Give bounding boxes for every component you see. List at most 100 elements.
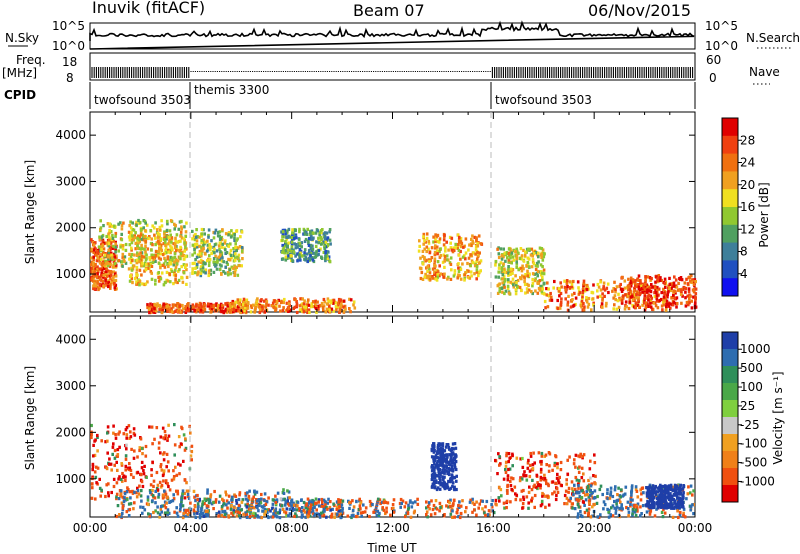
heatmap-cell	[497, 485, 501, 489]
heatmap-cell	[668, 282, 672, 286]
heatmap-cell	[500, 286, 504, 290]
heatmap-cell	[129, 274, 132, 278]
heatmap-cell	[181, 492, 184, 496]
heatmap-cell	[528, 247, 531, 251]
heatmap-cell	[231, 513, 235, 517]
heatmap-cell	[426, 504, 430, 509]
heatmap-cell	[537, 251, 540, 255]
heatmap-cell	[207, 501, 211, 505]
heatmap-cell	[323, 507, 326, 511]
heatmap-cell	[168, 488, 172, 492]
heatmap-cell	[124, 464, 128, 468]
heatmap-cell	[425, 249, 428, 254]
heatmap-cell	[301, 309, 304, 314]
heatmap-cell	[567, 490, 570, 494]
heatmap-cell	[458, 274, 461, 278]
heatmap-cell	[672, 293, 675, 297]
heatmap-cell	[290, 240, 294, 244]
heatmap-cell	[291, 506, 295, 510]
heatmap-cell	[515, 456, 519, 460]
heatmap-cell	[497, 496, 501, 500]
heatmap-cell	[589, 459, 592, 463]
heatmap-cell	[91, 486, 94, 490]
heatmap-cell	[170, 240, 173, 244]
heatmap-cell	[351, 499, 354, 503]
heatmap-cell	[114, 231, 118, 236]
heatmap-cell	[216, 306, 219, 310]
heatmap-cell	[233, 273, 236, 277]
heatmap-cell	[307, 513, 310, 517]
heatmap-cell	[541, 275, 544, 279]
heatmap-cell	[93, 246, 96, 250]
heatmap-cell	[648, 512, 652, 516]
heatmap-cell	[336, 304, 340, 308]
heatmap-cell	[105, 234, 108, 239]
heatmap-cell	[612, 287, 615, 291]
heatmap-cell	[124, 478, 127, 483]
heatmap-cell	[422, 242, 425, 246]
heatmap-cell	[322, 240, 325, 244]
heatmap-cell	[317, 498, 321, 502]
heatmap-cell	[111, 224, 114, 228]
heatmap-cell	[318, 512, 321, 517]
heatmap-cell	[452, 274, 456, 278]
heatmap-cell	[284, 511, 288, 515]
heatmap-cell	[279, 300, 283, 305]
heatmap-cell	[233, 256, 237, 260]
nave-tick-low: 0	[709, 71, 717, 85]
heatmap-cell	[320, 497, 324, 502]
heatmap-cell	[156, 302, 159, 306]
heatmap-cell	[467, 248, 470, 252]
heatmap-cell	[174, 265, 178, 270]
heatmap-cell	[326, 256, 329, 260]
heatmap-cell	[119, 492, 123, 496]
heatmap-cell	[219, 237, 223, 241]
heatmap-cell	[127, 502, 131, 506]
heatmap-cell	[449, 454, 453, 458]
heatmap-cell	[340, 302, 343, 306]
heatmap-cell	[161, 473, 165, 478]
heatmap-cell	[142, 255, 146, 259]
heatmap-cell	[212, 507, 215, 511]
heatmap-cell	[643, 296, 646, 300]
heatmap-cell	[328, 228, 332, 232]
heatmap-cell	[514, 250, 517, 254]
heatmap-cell	[427, 258, 431, 262]
heatmap-cell	[222, 502, 226, 506]
heatmap-cell	[596, 282, 600, 287]
heatmap-cell	[264, 510, 267, 514]
heatmap-cell	[148, 425, 151, 429]
heatmap-cell	[630, 295, 634, 299]
heatmap-cell	[592, 283, 595, 287]
heatmap-cell	[625, 505, 628, 510]
heatmap-cell	[378, 511, 381, 515]
heatmap-cell	[457, 266, 460, 270]
heatmap-cell	[202, 270, 206, 274]
heatmap-cell	[442, 455, 446, 459]
heatmap-cell	[144, 444, 148, 449]
heatmap-cell	[263, 507, 267, 512]
heatmap-cell	[250, 500, 254, 504]
heatmap-cell	[92, 277, 95, 281]
heatmap-cell	[110, 278, 114, 282]
heatmap-cell	[426, 515, 429, 519]
heatmap-cell	[619, 282, 622, 287]
heatmap-cell	[158, 512, 162, 516]
heatmap-cell	[451, 468, 454, 472]
heatmap-cell	[163, 232, 166, 236]
heatmap-cell	[468, 243, 471, 247]
heatmap-cell	[434, 506, 437, 510]
heatmap-cell	[217, 255, 220, 259]
heatmap-cell	[288, 512, 292, 516]
heatmap-cell	[113, 257, 117, 261]
heatmap-cell	[208, 258, 212, 262]
heatmap-cell	[435, 249, 439, 253]
heatmap-cell	[437, 466, 440, 470]
heatmap-cell	[553, 461, 557, 465]
heatmap-cell	[176, 280, 179, 285]
heatmap-cell	[229, 248, 233, 252]
heatmap-cell	[360, 514, 363, 518]
heatmap-cell	[477, 261, 481, 265]
heatmap-cell	[304, 515, 307, 519]
heatmap-cell	[371, 503, 374, 507]
